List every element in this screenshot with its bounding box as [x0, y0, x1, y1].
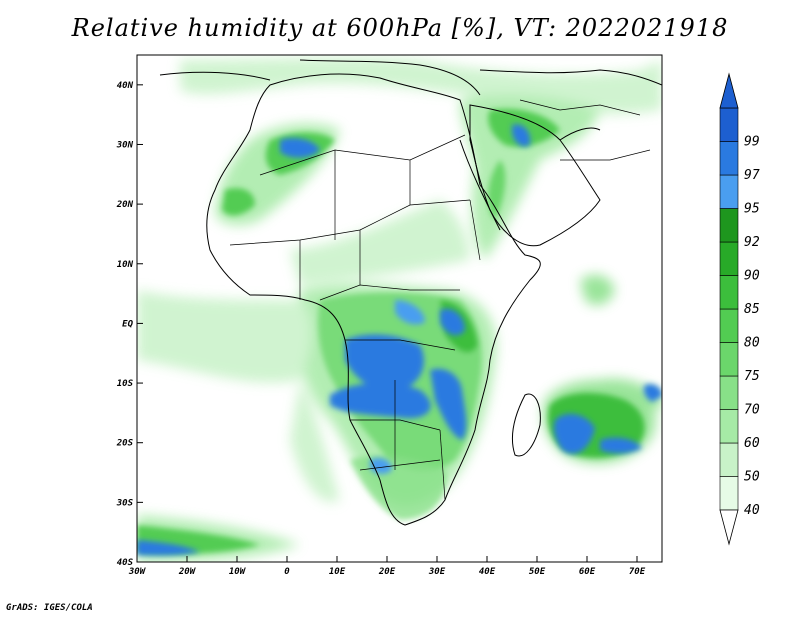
- lat-tick-label: 20N: [116, 200, 134, 210]
- colorbar-label: 85: [744, 302, 760, 317]
- lon-tick-label: 20W: [178, 567, 197, 577]
- lat-tick-label: EQ: [122, 319, 133, 329]
- lat-tick-label: 20S: [116, 439, 134, 449]
- colorbar-top-arrow: [719, 72, 739, 109]
- lat-tick-label: 30N: [116, 140, 134, 150]
- colorbar-label: 90: [744, 269, 760, 284]
- lat-tick-label: 10N: [117, 260, 134, 270]
- colorbar-segment: [719, 107, 739, 142]
- latitude-axis: 40N 30N 20N 10N EQ 10S 20S 30S 40S: [116, 81, 143, 568]
- colorbar-segment: [719, 241, 739, 276]
- colorbar-label: 40: [744, 503, 760, 518]
- lon-tick-label: 50E: [529, 567, 546, 577]
- colorbar-bottom-arrow: [719, 509, 739, 546]
- lon-tick-label: 60E: [579, 567, 596, 577]
- lon-tick-label: 10W: [229, 567, 247, 577]
- humidity-field: [137, 57, 662, 562]
- colorbar-label: 92: [744, 235, 760, 250]
- lon-tick-label: 20E: [378, 567, 396, 577]
- colorbar-segment: [719, 208, 739, 243]
- colorbar-segment: [719, 375, 739, 410]
- lon-tick-label: 0: [284, 567, 290, 577]
- colorbar-segment: [719, 275, 739, 310]
- coastlines: [159, 59, 662, 526]
- lon-tick-label: 30W: [128, 567, 147, 577]
- colorbar-segment: [719, 342, 739, 377]
- colorbar-segment: [719, 476, 739, 511]
- footer-credit: GrADS: IGES/COLA: [6, 603, 93, 613]
- colorbar-label: 97: [744, 168, 760, 183]
- colorbar-label: 50: [744, 470, 760, 485]
- colorbar-segment: [719, 409, 739, 444]
- colorbar: 40 50 60 70 75 80 85 90 92 95 97 99: [719, 72, 760, 546]
- colorbar-segment: [719, 174, 739, 209]
- lon-tick-label: 70E: [629, 567, 646, 577]
- lon-tick-label: 10E: [329, 567, 346, 577]
- lat-tick-label: 40N: [117, 81, 134, 91]
- country-borders: [229, 99, 651, 501]
- colorbar-label: 70: [744, 403, 760, 418]
- colorbar-label: 95: [744, 202, 760, 217]
- colorbar-label: 80: [744, 336, 760, 351]
- plot-border: [136, 54, 663, 563]
- lon-tick-label: 30E: [428, 567, 446, 577]
- longitude-axis: 30W 20W 10W 0 10E 20E 30E 40E 50E 60E 70E: [128, 556, 646, 577]
- colorbar-segment: [719, 308, 739, 343]
- colorbar-label: 99: [744, 135, 760, 150]
- colorbar-segment: [719, 442, 739, 477]
- lat-tick-label: 30S: [116, 498, 134, 508]
- lat-tick-label: 10S: [117, 379, 134, 389]
- colorbar-label: 75: [744, 369, 760, 384]
- colorbar-label: 60: [744, 436, 760, 451]
- map-title: Relative humidity at 600hPa [%], VT: 202…: [71, 14, 729, 42]
- colorbar-segment: [719, 141, 739, 176]
- lon-tick-label: 40E: [479, 567, 496, 577]
- lat-tick-label: 40S: [117, 558, 134, 568]
